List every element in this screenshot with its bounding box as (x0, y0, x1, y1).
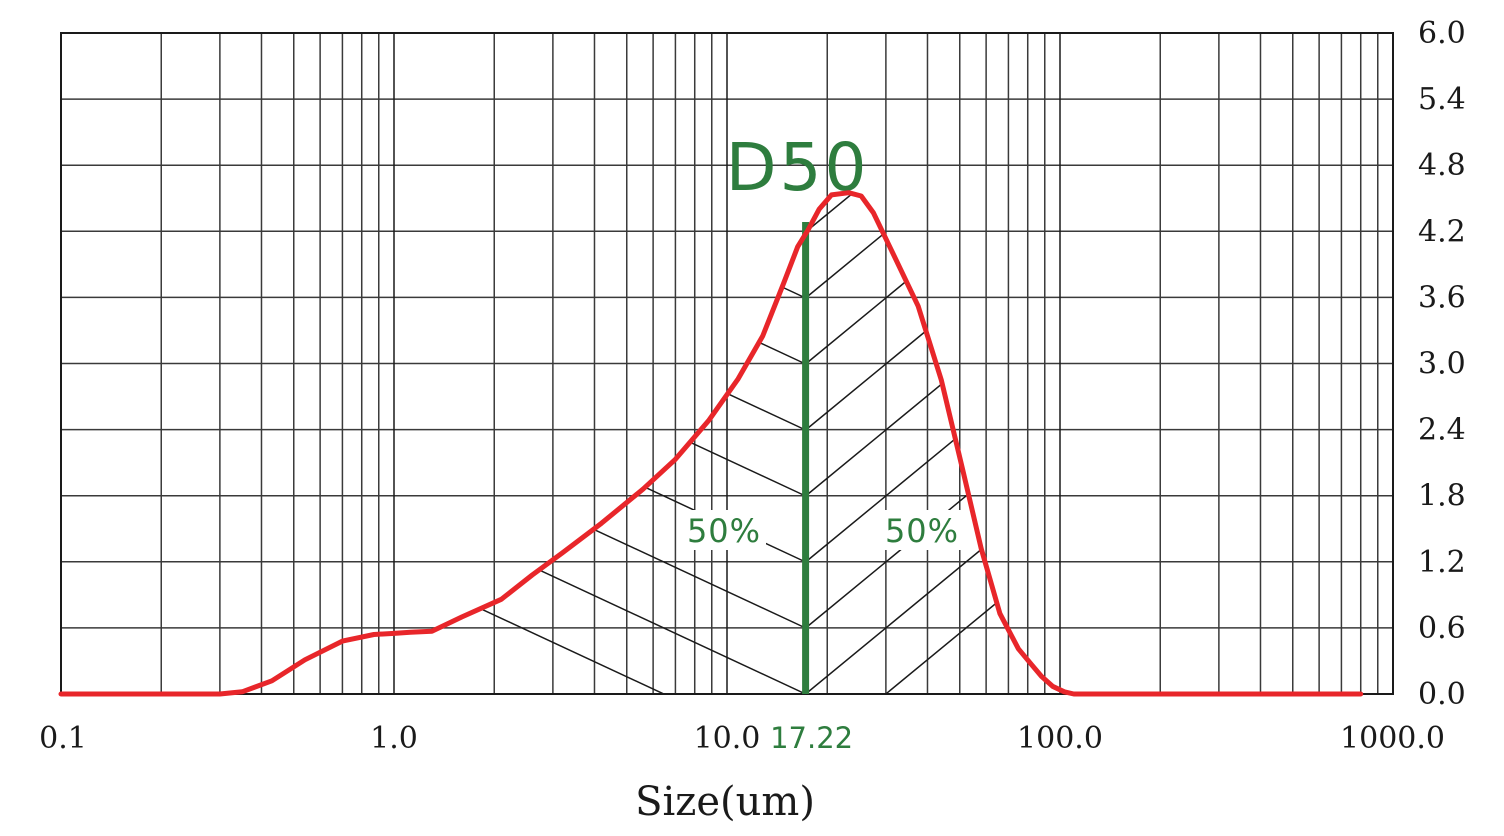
hatch-line-right (805, 192, 1287, 299)
hatch-line-right (805, 192, 1287, 365)
left-percent-label: 50% (687, 512, 761, 550)
y-tick-label: 2.4 (1418, 413, 1466, 448)
hatch-line-left (225, 192, 806, 233)
series-group (58, 190, 1364, 697)
hatch-line-right (805, 192, 1287, 233)
x-tick-label: 0.1 (39, 721, 87, 756)
x-tick-label: 100.0 (1017, 721, 1103, 756)
x-tick-label: 1000.0 (1340, 721, 1445, 756)
hatch-line-right (805, 192, 1287, 497)
y-tick-label: 1.8 (1418, 479, 1466, 514)
y-tick-label: 4.2 (1418, 214, 1466, 249)
label-background (880, 510, 964, 550)
x-tick-label: 1.0 (370, 721, 418, 756)
y-tick-label: 4.8 (1418, 148, 1466, 183)
hatch-line-left (225, 192, 806, 299)
d50-value-label: 17.22 (770, 721, 853, 755)
y-tick-label: 5.4 (1418, 82, 1466, 117)
right-percent-label: 50% (885, 512, 959, 550)
x-tick-label: 10.0 (694, 721, 761, 756)
hatch-line-left (225, 192, 806, 431)
hatch-line-right (805, 232, 1287, 629)
y-tick-label: 1.2 (1418, 545, 1466, 580)
hatch-fill (225, 192, 1287, 694)
y-tick-label: 6.0 (1418, 16, 1466, 51)
grid-lines (61, 33, 1393, 694)
hatch-line-right (805, 298, 1287, 694)
label-background (682, 510, 766, 550)
y-tick-label: 3.6 (1418, 280, 1466, 315)
y-tick-label: 3.0 (1418, 347, 1466, 382)
y-tick-label: 0.6 (1418, 611, 1466, 646)
hatch-line-left (225, 192, 806, 365)
y-tick-label: 0.0 (1418, 677, 1466, 712)
axis-labels: 0.0 0.6 1.2 1.8 2.4 3.0 3.6 4.2 4.8 5.4 6.0 0.1 1.0 1… (39, 16, 1466, 825)
hatch-line-left (225, 225, 806, 497)
hatch-line-right (805, 192, 1287, 431)
x-axis-label: Size(um) (635, 779, 815, 825)
plot-frame (60, 32, 1394, 695)
distribution-curve (58, 190, 1364, 697)
